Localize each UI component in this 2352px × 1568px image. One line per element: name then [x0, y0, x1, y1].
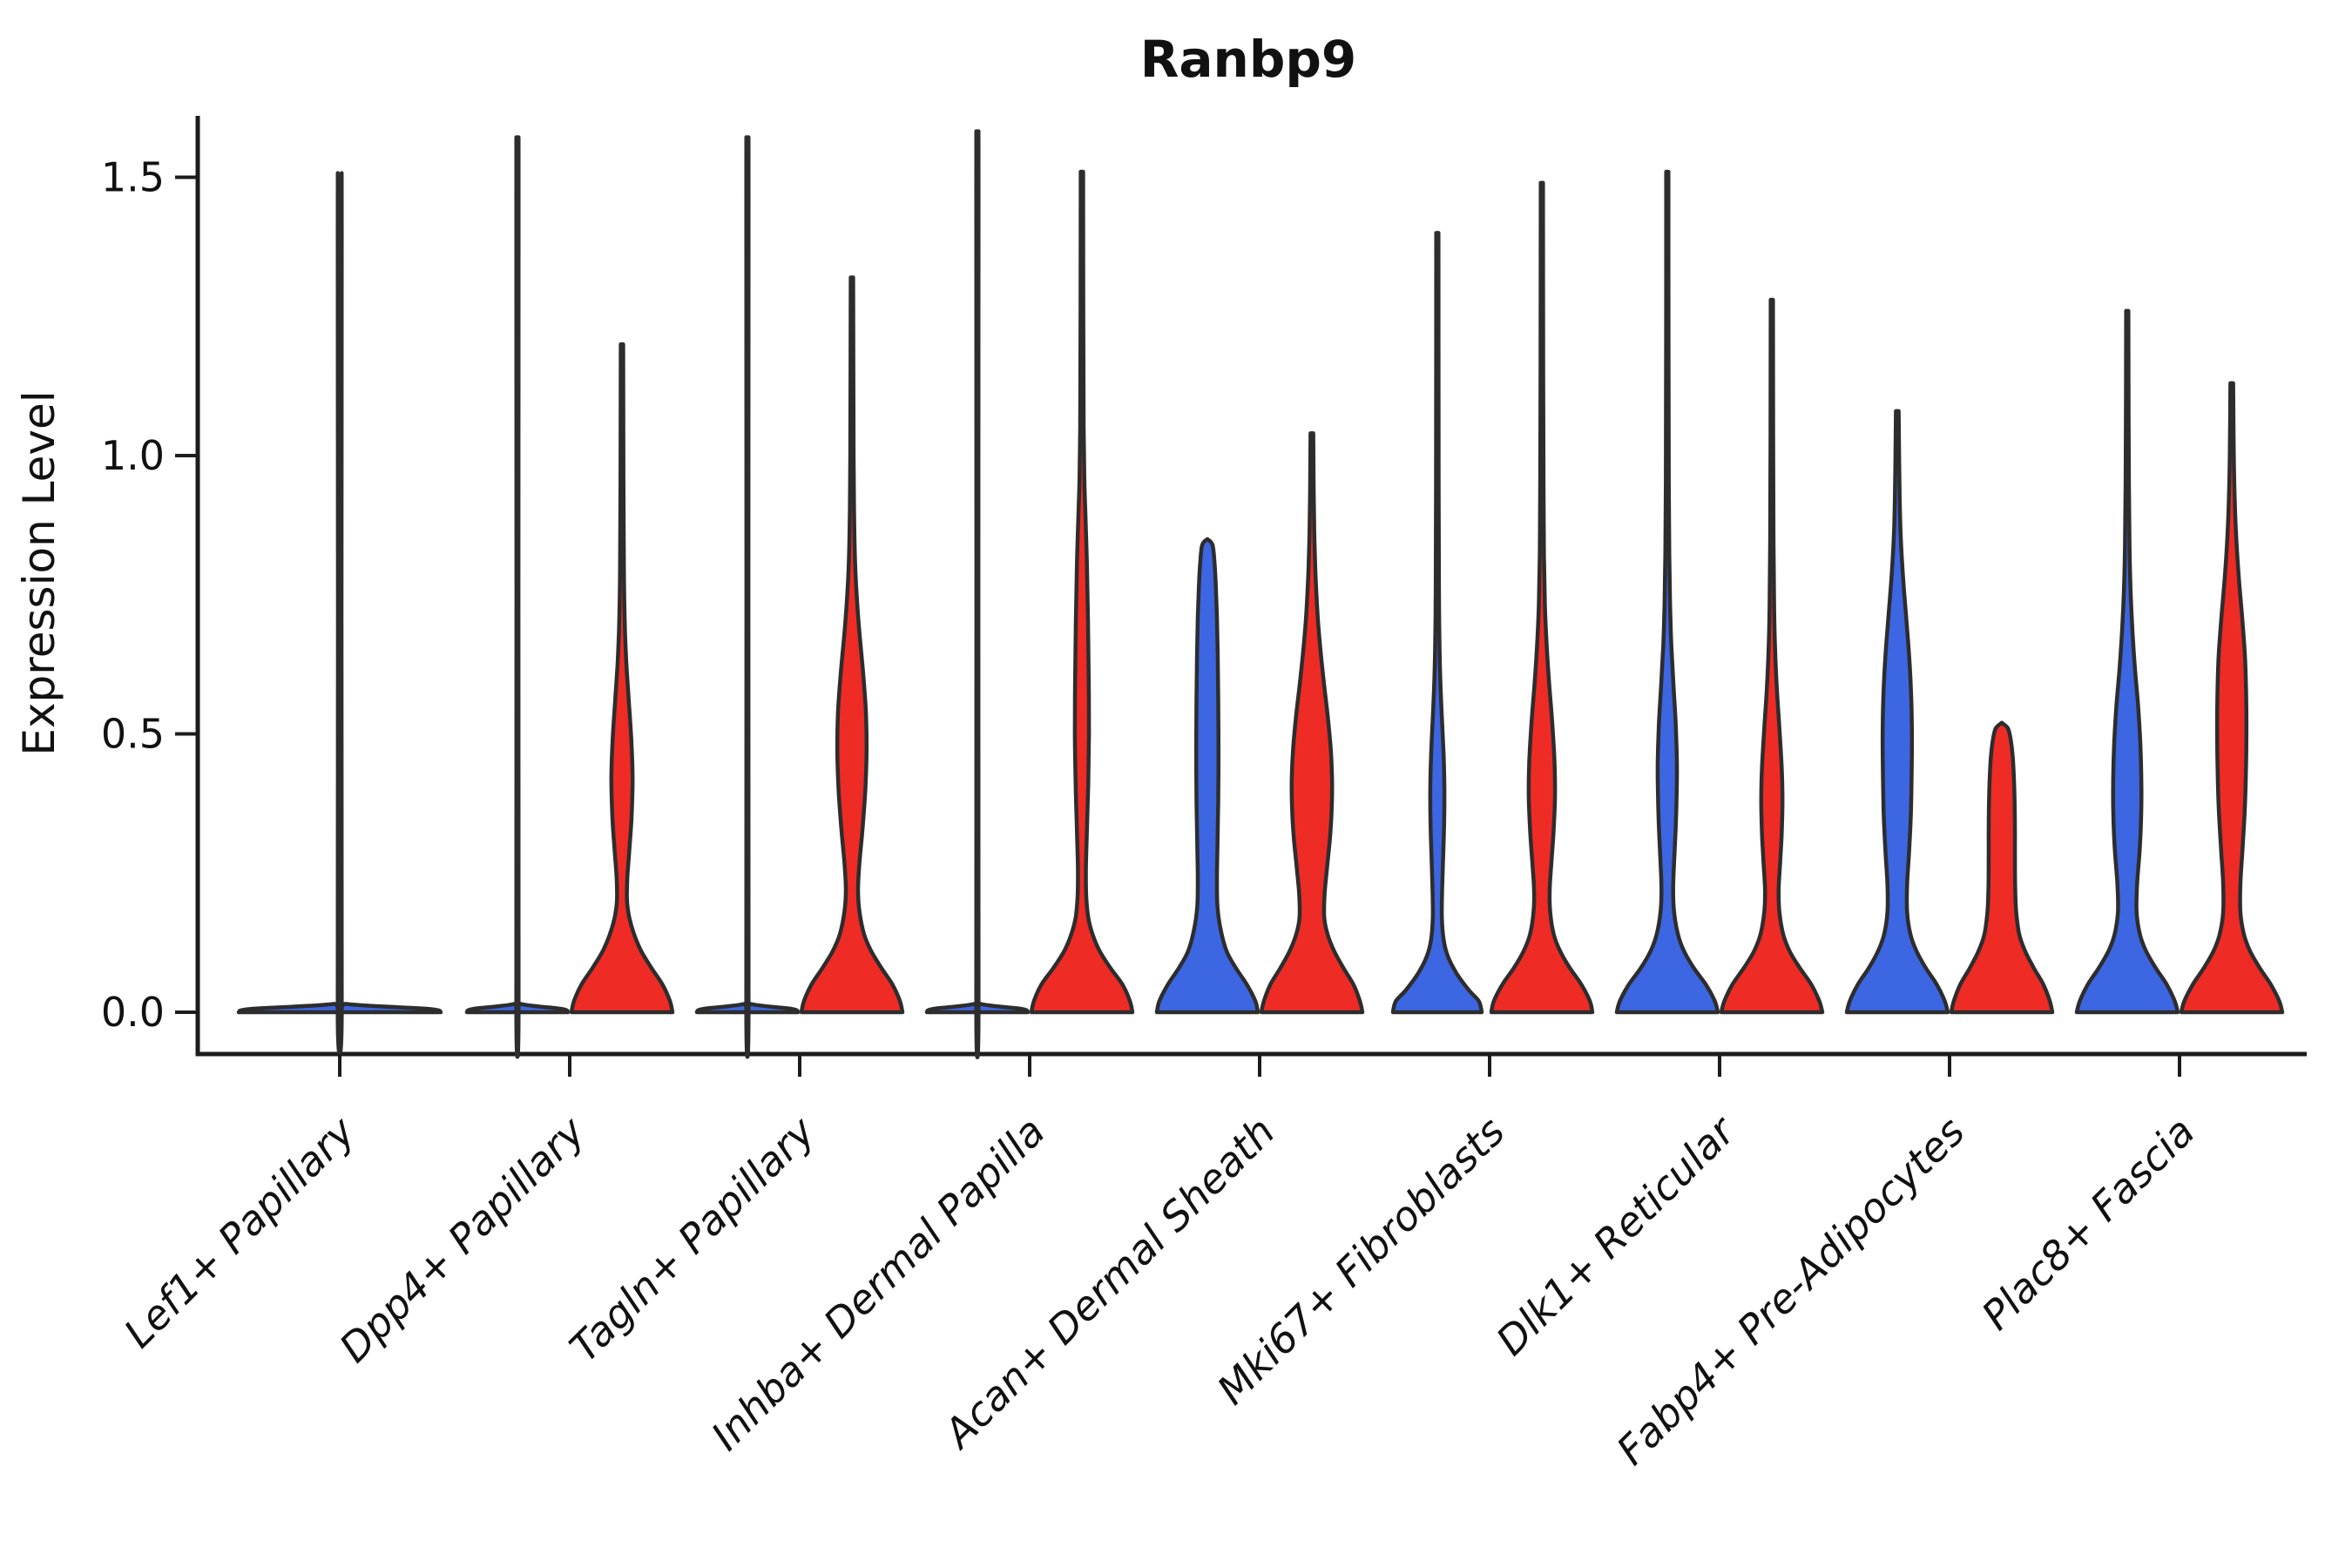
violin-inhba-dermal-papilla-condition-2: [1029, 169, 1135, 1015]
x-tick-label-dpp4-papillary: Dpp4+ Papillary: [330, 1107, 594, 1371]
violin-dpp4-papillary-condition-2: [569, 341, 675, 1015]
x-tick-label-plac8-fascia: Plac8+ Fascia: [1972, 1108, 2203, 1339]
violin-plac8-fascia-condition-2: [2179, 381, 2285, 1015]
violins-layer: [236, 129, 2285, 1059]
y-axis-label: Expression Level: [14, 390, 64, 755]
violin-tagln-papillary-condition-2: [799, 275, 905, 1015]
y-tick-label: 0.5: [101, 711, 165, 758]
violin-tagln-papillary-condition-1: [694, 135, 801, 1059]
violin-fabp4-pre-adipocytes-condition-1: [1844, 409, 1950, 1015]
y-axis-ticks: 0.0 0.5 1.0 1.5: [101, 154, 198, 1036]
violin-plac8-fascia-condition-1: [2074, 308, 2180, 1015]
chart-title: Ranbp9: [1140, 30, 1356, 89]
violin-acan-dermal-sheath-condition-2: [1259, 431, 1365, 1015]
y-tick-label: 1.5: [101, 154, 165, 201]
y-tick-label: 1.0: [101, 432, 165, 479]
violin-dlk1-reticular-condition-1: [1614, 169, 1720, 1015]
violin-mki67-fibroblasts-condition-2: [1489, 180, 1595, 1015]
violin-dpp4-papillary-condition-1: [464, 135, 571, 1059]
violin-acan-dermal-sheath-condition-1: [1154, 537, 1260, 1015]
violin-lef1-papillary-condition-1: [236, 171, 443, 1057]
axes-layer: [195, 116, 2307, 1057]
violin-mki67-fibroblasts-condition-1: [1390, 231, 1484, 1015]
y-tick-label: 0.0: [101, 989, 165, 1036]
x-tick-label-lef1-papillary: Lef1+ Papillary: [115, 1107, 364, 1356]
violin-dlk1-reticular-condition-2: [1719, 297, 1825, 1015]
violin-fabp4-pre-adipocytes-condition-2: [1949, 720, 2055, 1015]
x-tick-label-dlk1-reticular: Dlk1+ Reticular: [1487, 1105, 1746, 1364]
violin-inhba-dermal-papilla-condition-1: [924, 129, 1031, 1059]
x-tick-label-tagln-papillary: Tagln+ Papillary: [560, 1107, 824, 1371]
